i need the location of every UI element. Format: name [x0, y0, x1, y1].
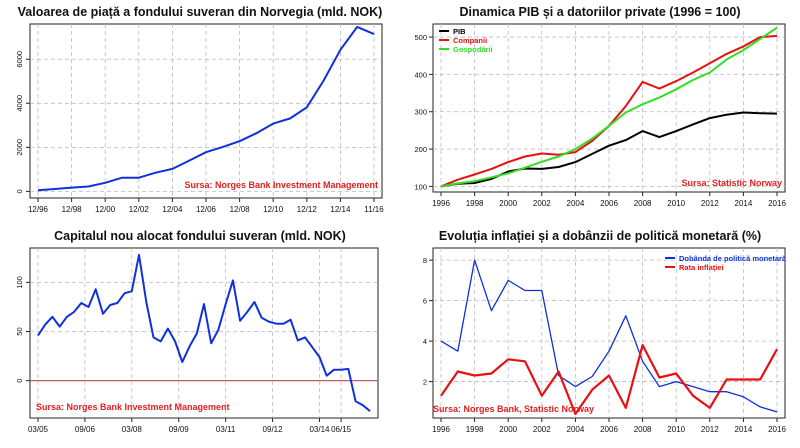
- x-tick-label: 1998: [466, 199, 484, 208]
- x-tick-label: 2002: [533, 425, 551, 434]
- x-tick-label: 12/06: [196, 205, 217, 214]
- y-tick-label: 100: [414, 182, 427, 191]
- chart-source: Sursa: Norges Bank, Statistic Norway: [433, 404, 594, 414]
- x-tick-label: 12/98: [62, 205, 83, 214]
- y-tick-label: 6000: [15, 51, 24, 68]
- x-tick-label: 2014: [735, 199, 753, 208]
- y-tick-label: 4000: [15, 95, 24, 112]
- legend-label: Dobânda de politică monetară: [679, 254, 787, 263]
- y-tick-label: 50: [15, 327, 24, 335]
- y-tick-label: 0: [15, 379, 24, 383]
- chart-title: Dinamica PIB și a datoriilor private (19…: [459, 5, 740, 19]
- x-tick-label: 03/05: [28, 425, 49, 434]
- x-tick-label: 12/02: [129, 205, 150, 214]
- x-tick-label: 03/08: [122, 425, 143, 434]
- y-tick-label: 2: [423, 378, 427, 387]
- x-tick-label: 12/00: [95, 205, 116, 214]
- y-tick-label: 300: [414, 108, 427, 117]
- x-tick-label: 2010: [667, 199, 685, 208]
- y-tick-label: 0: [15, 189, 24, 193]
- chart-panel-fund-value: 6000 4000 2000 0 11/16 12/14 12/12 12/10 12/08 12…: [0, 0, 400, 224]
- x-tick-label: 1998: [466, 425, 484, 434]
- series-line-gospodării: [440, 26, 778, 188]
- y-tick-label: 8: [423, 256, 427, 265]
- x-tick-label: 2000: [499, 425, 517, 434]
- x-tick-label: 11/16: [364, 205, 384, 214]
- x-tick-label: 12/08: [230, 205, 251, 214]
- x-tick-label: 2004: [567, 425, 585, 434]
- x-tick-label: 2010: [667, 425, 685, 434]
- y-tick-label: 2000: [15, 139, 24, 156]
- legend-label: Companii: [453, 36, 487, 45]
- y-tick-label: 200: [414, 145, 427, 154]
- series-line-dobânda-de-politică-monetară: [440, 259, 778, 413]
- chart-title: Capitalul nou alocat fondului suveran (m…: [54, 229, 346, 243]
- series-line-capital-nou: [37, 253, 371, 412]
- y-tick-label: 400: [414, 70, 427, 79]
- x-tick-label: 2012: [701, 199, 719, 208]
- x-tick-label: 1996: [432, 425, 450, 434]
- chart-title: Evoluția inflației și a dobânzii de poli…: [439, 229, 761, 243]
- chart-source: Sursa: Norges Bank Investment Management: [36, 402, 230, 412]
- x-tick-label: 06/15: [331, 425, 352, 434]
- y-tick-label: 4: [423, 337, 427, 346]
- x-tick-label: 1996: [432, 199, 450, 208]
- y-tick-label: 6: [423, 297, 427, 306]
- legend-label: Gospodării: [453, 45, 493, 54]
- x-tick-label: 2006: [600, 199, 618, 208]
- x-tick-label: 2016: [768, 199, 786, 208]
- y-tick-label: 100: [15, 276, 24, 289]
- plot-area: [29, 247, 379, 419]
- chart-panel-new-capital: 100 50 0 06/15 03/14 09/12 03/11 09/09 03/08 09/0…: [0, 224, 400, 448]
- x-tick-label: 2006: [600, 425, 618, 434]
- legend-label: Rata inflației: [679, 263, 724, 272]
- x-tick-label: 03/14: [309, 425, 330, 434]
- x-tick-label: 12/14: [330, 205, 351, 214]
- x-tick-label: 2008: [634, 199, 652, 208]
- chart-panel-inflation-rate: Rata inflației Dobânda de politică moneta…: [400, 224, 800, 448]
- x-tick-label: 12/04: [162, 205, 183, 214]
- chart-panel-gdp-debt: Gospodării Companii PIB 500 400 300 200 100 2016…: [400, 0, 800, 224]
- x-tick-label: 09/12: [263, 425, 284, 434]
- x-tick-label: 12/96: [28, 205, 49, 214]
- y-tick-label: 500: [414, 33, 427, 42]
- x-tick-label: 2012: [701, 425, 719, 434]
- chart-title: Valoarea de piață a fondului suveran din…: [18, 5, 383, 19]
- x-tick-label: 03/11: [216, 425, 236, 434]
- chart-fund-market-value: 6000 4000 2000 0 11/16 12/14 12/12 12/10 12/08 12…: [15, 5, 384, 214]
- x-tick-label: 12/10: [263, 205, 284, 214]
- chart-source: Sursa: Norges Bank Investment Management: [184, 180, 378, 190]
- x-tick-label: 09/06: [75, 425, 96, 434]
- chart-source: Sursa: Statistic Norway: [681, 178, 782, 188]
- series-line-rata-inflației: [440, 343, 778, 416]
- legend-label: PIB: [453, 27, 466, 36]
- x-tick-label: 2002: [533, 199, 551, 208]
- x-tick-label: 09/09: [169, 425, 190, 434]
- x-tick-label: 2014: [735, 425, 753, 434]
- x-tick-label: 2000: [499, 199, 517, 208]
- x-tick-label: 2008: [634, 425, 652, 434]
- x-tick-label: 2016: [768, 425, 786, 434]
- series-line-valoare-de-piață: [37, 25, 375, 192]
- x-tick-label: 12/12: [297, 205, 318, 214]
- x-tick-label: 2004: [567, 199, 585, 208]
